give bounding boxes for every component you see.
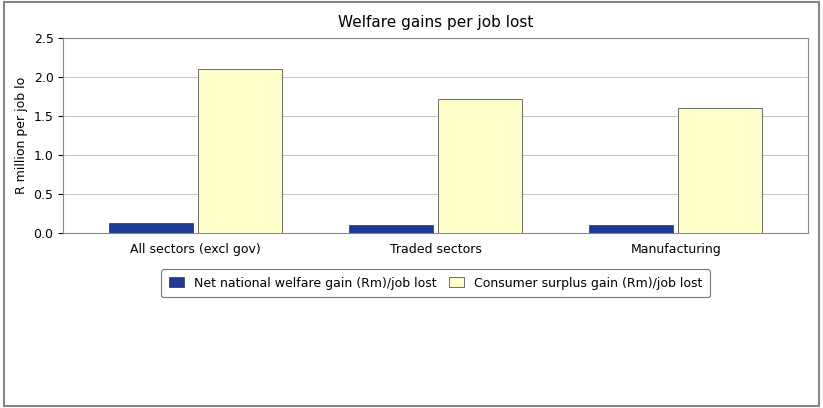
Bar	[109, 223, 193, 233]
Bar	[589, 225, 673, 233]
Bar	[349, 225, 433, 233]
Bar	[438, 99, 522, 233]
Title: Welfare gains per job lost: Welfare gains per job lost	[338, 15, 533, 30]
Legend: Net national welfare gain (Rm)/job lost, Consumer surplus gain (Rm)/job lost: Net national welfare gain (Rm)/job lost,…	[161, 269, 710, 297]
Bar	[198, 69, 282, 233]
Bar	[678, 108, 762, 233]
Y-axis label: R million per job lo: R million per job lo	[15, 77, 28, 194]
